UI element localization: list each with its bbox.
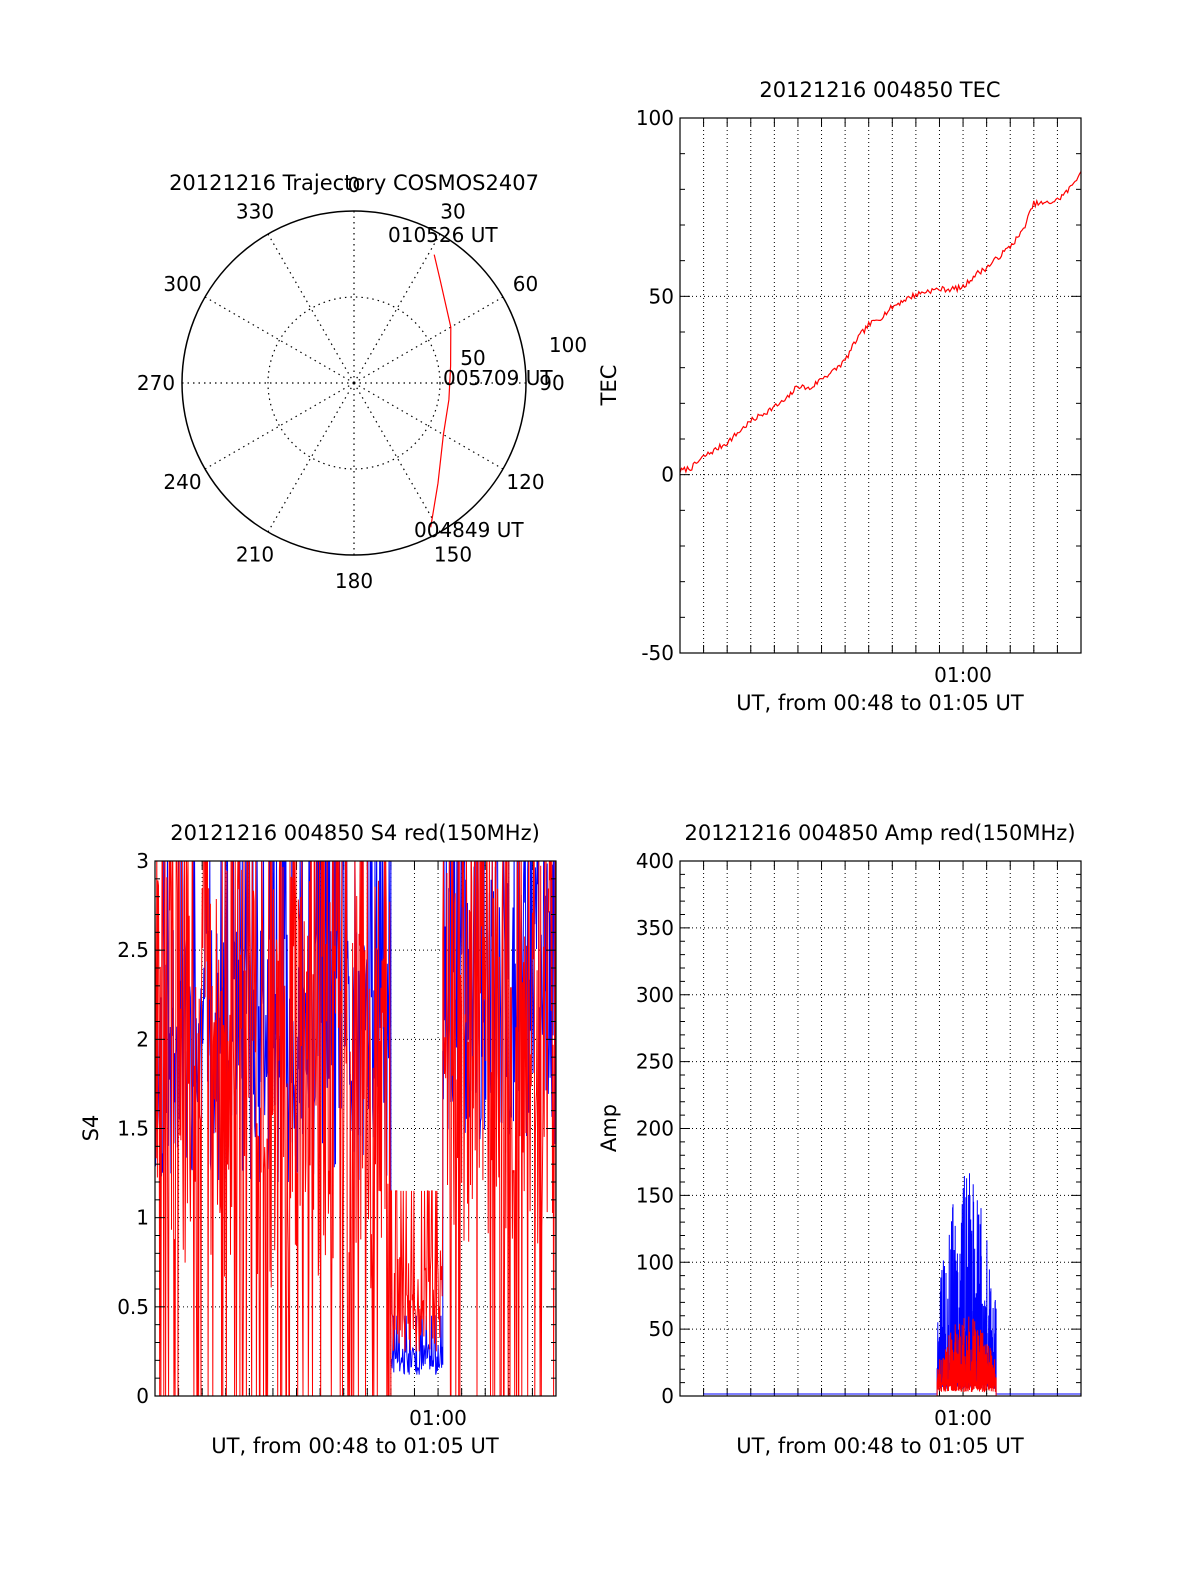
polar-radius-label-50: 50 (460, 346, 485, 370)
tec-frame (679, 117, 1082, 654)
y-tick-label: 50 (649, 1317, 674, 1341)
y-tick-label: -50 (641, 641, 674, 665)
s4-series-red (155, 861, 556, 1396)
polar-trajectory-chart: 20121216 Trajectory COSMOS2407 0 30 60 90 12… (137, 171, 587, 593)
tec-plot-area (679, 171, 1082, 474)
amp-title: 20121216 004850 Amp red(150MHz) (684, 821, 1075, 845)
trajectory-line (430, 254, 452, 528)
polar-spoke (353, 382, 441, 533)
y-tick-label: 2 (136, 1027, 149, 1051)
y-tick-label: 100 (636, 106, 674, 130)
y-tick-label: 350 (636, 916, 674, 940)
polar-spoke (353, 296, 504, 384)
polar-azimuth-label: 330 (236, 200, 274, 224)
polar-azimuth-label: 120 (506, 470, 544, 494)
s4-chart: 20121216 004850 S4 red(150MHz) 0 0.5 1 1.5 2… (79, 821, 557, 1458)
y-tick-label: 3 (136, 849, 149, 873)
polar-grid (181, 210, 527, 556)
amp-series-blue (703, 1173, 1081, 1395)
polar-inner-circle (267, 296, 441, 470)
y-tick-label: 0.5 (117, 1295, 149, 1319)
polar-azimuth-label: 0 (348, 173, 361, 197)
y-tick-label: 2.5 (117, 938, 149, 962)
y-tick-label: 100 (636, 1250, 674, 1274)
amp-y-ticks: 0 50 100 150 200 250 300 350 400 (636, 849, 1081, 1408)
s4-x-tick-label: 01:00 (409, 1406, 467, 1430)
trajectory-end-label: 010526 UT (388, 223, 498, 247)
polar-title: 20121216 Trajectory COSMOS2407 (169, 171, 539, 195)
polar-spoke (353, 382, 504, 470)
amp-grid (680, 861, 1081, 1396)
polar-spoke (204, 296, 355, 384)
polar-azimuth-label: 240 (163, 470, 201, 494)
polar-azimuth-labels: 0 30 60 90 120 150 180 210 240 270 300 330 (137, 173, 565, 593)
polar-azimuth-label: 270 (137, 371, 175, 395)
tec-series-line (679, 171, 1082, 474)
polar-azimuth-label: 210 (236, 542, 274, 566)
polar-azimuth-label: 180 (335, 569, 373, 593)
polar-azimuth-label: 90 (539, 371, 564, 395)
polar-radius-label-100: 100 (549, 333, 587, 357)
tec-chart: 20121216 004850 TEC -50 0 50 100 01:00 UT, … (597, 78, 1082, 715)
y-tick-label: 1 (136, 1206, 149, 1230)
s4-x-label: UT, from 00:48 to 01:05 UT (211, 1434, 499, 1458)
y-tick-label: 200 (636, 1117, 674, 1141)
y-tick-label: 400 (636, 849, 674, 873)
y-tick-label: 1.5 (117, 1117, 149, 1141)
amp-series-red (703, 1316, 1081, 1397)
polar-spoke (267, 233, 355, 384)
tec-grid (680, 118, 1081, 653)
polar-spoke (204, 382, 355, 470)
trajectory-mid-label: 005709 UT (443, 366, 553, 390)
trajectory-start-label: 004849 UT (414, 518, 524, 542)
tec-y-label: TEC (597, 365, 621, 407)
tec-x-label: UT, from 00:48 to 01:05 UT (736, 691, 1024, 715)
tec-y-ticks: -50 0 50 100 (636, 106, 1081, 665)
amp-chart: 20121216 004850 Amp red(150MHz) 0 50 100 15… (597, 821, 1082, 1458)
y-tick-label: 50 (649, 284, 674, 308)
polar-azimuth-label: 30 (440, 200, 465, 224)
tec-title: 20121216 004850 TEC (759, 78, 1000, 102)
y-tick-label: 300 (636, 983, 674, 1007)
s4-y-label: S4 (79, 1115, 103, 1142)
polar-azimuth-label: 150 (434, 542, 472, 566)
amp-x-label: UT, from 00:48 to 01:05 UT (736, 1434, 1024, 1458)
polar-azimuth-label: 300 (163, 272, 201, 296)
polar-spoke (267, 382, 355, 533)
s4-y-ticks: 0 0.5 1 1.5 2 2.5 3 (117, 849, 556, 1408)
y-tick-label: 0 (661, 1384, 674, 1408)
tec-x-tick-label: 01:00 (934, 663, 992, 687)
polar-azimuth-label: 60 (513, 272, 538, 296)
s4-title: 20121216 004850 S4 red(150MHz) (170, 821, 540, 845)
y-tick-label: 0 (661, 463, 674, 487)
polar-spoke (353, 233, 441, 384)
s4-plot-area (155, 861, 556, 1396)
amp-x-tick-label: 01:00 (934, 1406, 992, 1430)
amp-plot-area (703, 1173, 1081, 1397)
y-tick-label: 0 (136, 1384, 149, 1408)
y-tick-label: 150 (636, 1183, 674, 1207)
y-tick-label: 250 (636, 1050, 674, 1074)
amp-y-label: Amp (597, 1104, 621, 1152)
